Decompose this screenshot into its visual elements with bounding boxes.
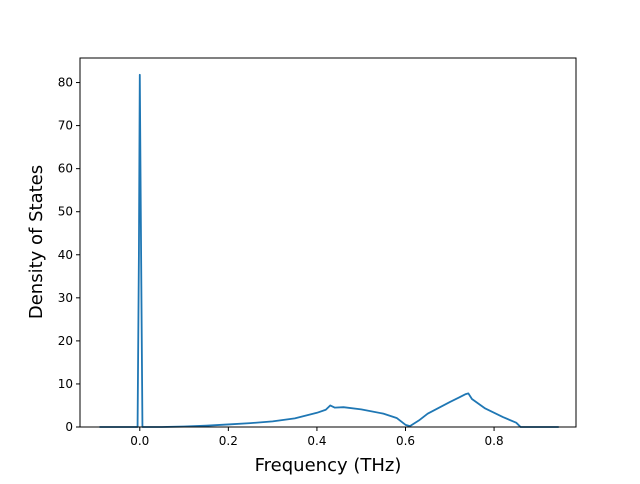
y-tick-label: 10: [58, 377, 73, 391]
x-tick-label: 0.4: [307, 434, 326, 448]
axes-frame: [79, 57, 577, 428]
x-tick-label: 0.0: [130, 434, 149, 448]
y-tick-label: 20: [58, 334, 73, 348]
x-tick-label: 0.8: [485, 434, 504, 448]
y-axis-label: Density of States: [26, 165, 47, 319]
x-tick-label: 0.6: [396, 434, 415, 448]
y-tick-label: 0: [65, 420, 73, 434]
y-tick-label: 40: [58, 248, 73, 262]
x-tick-label: 0.2: [219, 434, 238, 448]
y-tick-label: 60: [58, 162, 73, 176]
y-tick-label: 80: [58, 76, 73, 90]
y-tick-label: 30: [58, 291, 73, 305]
x-axis-label: Frequency (THz): [255, 455, 402, 476]
y-axis-ticks: 0 10 20 30 40 50 60 70 80: [58, 76, 80, 434]
x-axis-ticks: 0.0 0.2 0.4 0.6 0.8: [130, 427, 504, 448]
y-tick-label: 70: [58, 119, 73, 133]
y-tick-label: 50: [58, 205, 73, 219]
